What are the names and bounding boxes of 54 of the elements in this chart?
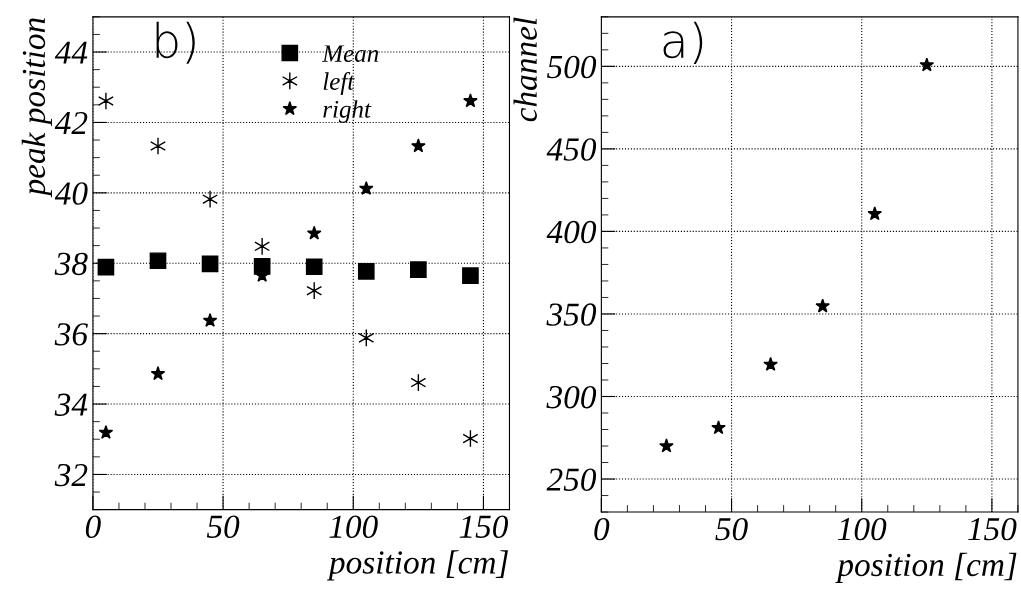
point bbox=[763, 356, 778, 371]
legend-label: right bbox=[323, 100, 372, 123]
x-tick-label: 0 bbox=[85, 515, 101, 538]
point bbox=[659, 438, 674, 453]
point bbox=[306, 225, 322, 240]
point bbox=[919, 57, 935, 72]
point bbox=[150, 136, 166, 156]
point bbox=[815, 298, 830, 313]
legend-label: left bbox=[323, 72, 355, 96]
y-tick-label: 42 bbox=[54, 111, 88, 134]
point bbox=[150, 366, 166, 381]
y-axis-title: channel bbox=[513, 17, 537, 122]
y-tick-label: 250 bbox=[546, 468, 597, 491]
x-axis-title: position [cm] bbox=[326, 550, 508, 581]
y-tick-label: 500 bbox=[547, 55, 597, 79]
point bbox=[711, 420, 726, 435]
x-tick-label: 0 bbox=[594, 517, 610, 541]
x-tick-label: 100 bbox=[837, 517, 887, 541]
y-tick-label: 350 bbox=[546, 303, 597, 326]
point bbox=[358, 180, 374, 195]
annotation: b) bbox=[156, 21, 195, 64]
y-tick-label: 40 bbox=[54, 182, 88, 205]
point bbox=[254, 237, 271, 256]
point bbox=[357, 263, 375, 280]
x-tick-label: 50 bbox=[206, 515, 240, 538]
x-axis-title: position [cm] bbox=[835, 552, 1017, 583]
x-tick-label: 150 bbox=[968, 517, 1017, 541]
point bbox=[867, 206, 883, 221]
y-tick-label: 36 bbox=[54, 323, 88, 346]
y-tick-label: 400 bbox=[546, 220, 597, 244]
point bbox=[202, 190, 218, 209]
point bbox=[411, 138, 426, 153]
point bbox=[98, 91, 114, 110]
point bbox=[305, 258, 323, 276]
y-tick-label: 38 bbox=[54, 252, 88, 276]
point bbox=[149, 252, 167, 270]
y-axis-title: peak position bbox=[21, 18, 52, 198]
y-tick-label: 32 bbox=[54, 463, 88, 487]
x-tick-label: 100 bbox=[329, 515, 378, 538]
point bbox=[462, 267, 479, 284]
x-tick-label: 150 bbox=[459, 515, 509, 538]
y-tick-label: 44 bbox=[54, 41, 88, 64]
y-tick-label: 34 bbox=[54, 393, 88, 416]
legend-label: Mean bbox=[322, 45, 379, 63]
point bbox=[97, 258, 115, 276]
point bbox=[98, 424, 114, 439]
point bbox=[202, 312, 218, 327]
annotation: a) bbox=[663, 21, 703, 64]
point bbox=[201, 255, 219, 273]
point bbox=[463, 93, 478, 108]
y-tick-label: 300 bbox=[546, 385, 597, 409]
x-tick-label: 50 bbox=[715, 517, 748, 541]
y-tick-label: 450 bbox=[546, 138, 597, 161]
point bbox=[410, 261, 427, 278]
